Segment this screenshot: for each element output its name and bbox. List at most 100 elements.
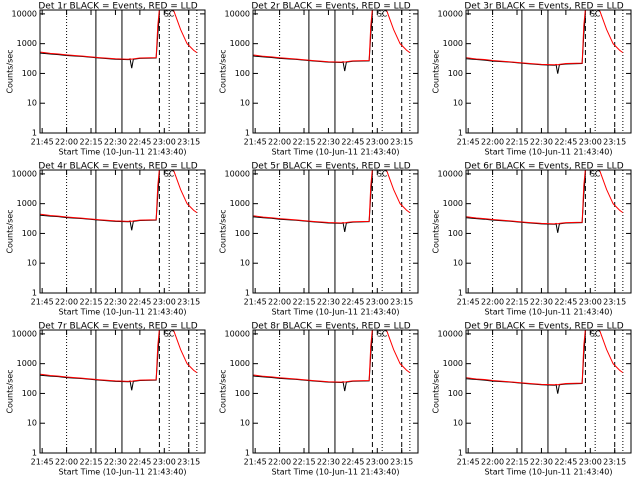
y-tick-label: 10000: [225, 169, 250, 178]
x-tick-label: 23:15: [390, 138, 413, 147]
x-tick-label: 21:45: [457, 298, 480, 307]
panel: Det 5r BLACK = Events, RED = LLD Counts/s…: [219, 162, 419, 317]
plot-frame: [465, 9, 632, 134]
x-tick-label: 23:15: [390, 458, 413, 467]
series-line: [253, 170, 411, 224]
x-tick-label: 22:15: [292, 458, 315, 467]
y-tick-label: 1000: [443, 39, 463, 48]
plot-frame: [252, 329, 419, 454]
x-tick-label: 22:30: [530, 298, 553, 307]
x-tick-label: 22:45: [341, 458, 364, 467]
annotation: SC: [164, 170, 175, 179]
x-tick-label: 22:30: [530, 138, 553, 147]
y-tick-label: 1: [245, 289, 250, 298]
y-tick-label: 100: [235, 69, 250, 78]
y-tick-label: 1: [458, 449, 463, 458]
annotation: SC: [164, 330, 175, 339]
x-tick-label: 21:45: [244, 138, 267, 147]
x-tick-label: 22:00: [481, 458, 504, 467]
y-axis-label: Counts/sec: [432, 209, 441, 253]
panel: Det 6r BLACK = Events, RED = LLD Counts/s…: [432, 162, 632, 317]
x-tick-label: 22:30: [317, 458, 340, 467]
y-tick-label: 1000: [17, 359, 37, 368]
panel: Det 1r BLACK = Events, RED = LLD Counts/s…: [6, 2, 206, 157]
x-tick-label: 22:00: [481, 298, 504, 307]
y-tick-label: 10: [240, 99, 250, 108]
y-tick-label: 10: [240, 259, 250, 268]
x-tick-label: 23:00: [579, 138, 602, 147]
x-tick-label: 23:00: [153, 298, 176, 307]
y-tick-label: 100: [448, 389, 463, 398]
y-tick-label: 1000: [17, 199, 37, 208]
y-tick-label: 1: [32, 129, 37, 138]
series-line: [253, 10, 411, 63]
annotation: SC: [590, 170, 601, 179]
panel: Det 8r BLACK = Events, RED = LLD Counts/s…: [219, 322, 419, 477]
x-axis-label: Start Time (10-Jun-11 21:43:40): [272, 308, 400, 317]
y-axis-label: Counts/sec: [219, 369, 228, 413]
x-tick-label: 22:00: [55, 138, 78, 147]
series-line: [253, 330, 411, 383]
x-tick-label: 22:30: [104, 298, 127, 307]
x-tick-label: 23:00: [153, 458, 176, 467]
y-axis-label: Counts/sec: [6, 369, 15, 413]
x-axis-label: Start Time (10-Jun-11 21:43:40): [272, 148, 400, 157]
x-axis-label: Start Time (10-Jun-11 21:43:40): [59, 308, 187, 317]
x-tick-label: 22:00: [268, 298, 291, 307]
x-tick-label: 23:00: [366, 458, 389, 467]
y-axis-label: Counts/sec: [219, 209, 228, 253]
x-axis-label: Start Time (10-Jun-11 21:43:40): [485, 468, 613, 477]
plot-frame: [252, 169, 419, 294]
annotation: SC: [377, 330, 388, 339]
x-tick-label: 22:00: [55, 298, 78, 307]
chart-title: Det 9r BLACK = Events, RED = LLD: [464, 322, 623, 332]
panel: Det 3r BLACK = Events, RED = LLD Counts/s…: [432, 2, 632, 157]
x-tick-label: 22:15: [79, 138, 102, 147]
y-axis-label: Counts/sec: [6, 49, 15, 93]
annotation: SC: [590, 330, 601, 339]
chart-title: Det 8r BLACK = Events, RED = LLD: [251, 322, 410, 332]
y-tick-label: 1: [32, 289, 37, 298]
chart-title: Det 2r BLACK = Events, RED = LLD: [251, 2, 410, 12]
x-tick-label: 23:15: [177, 298, 200, 307]
x-tick-label: 22:30: [530, 458, 553, 467]
y-tick-label: 10000: [438, 169, 463, 178]
x-tick-label: 23:00: [579, 458, 602, 467]
x-tick-label: 22:45: [341, 138, 364, 147]
x-tick-label: 22:30: [104, 138, 127, 147]
plot-frame: [39, 329, 206, 454]
x-axis-label: Start Time (10-Jun-11 21:43:40): [272, 468, 400, 477]
y-tick-label: 1000: [443, 359, 463, 368]
y-tick-label: 10000: [12, 9, 37, 18]
series-line: [466, 170, 624, 225]
y-tick-label: 100: [235, 389, 250, 398]
x-tick-label: 23:15: [603, 458, 626, 467]
x-tick-label: 22:15: [79, 458, 102, 467]
plot-frame: [39, 9, 206, 134]
x-tick-label: 22:30: [317, 138, 340, 147]
y-tick-label: 10: [27, 259, 37, 268]
x-tick-label: 22:15: [505, 298, 528, 307]
y-axis-label: Counts/sec: [432, 369, 441, 413]
x-tick-label: 22:15: [292, 138, 315, 147]
panel: Det 7r BLACK = Events, RED = LLD Counts/s…: [6, 322, 206, 477]
x-tick-label: 23:00: [366, 138, 389, 147]
y-tick-label: 100: [448, 229, 463, 238]
chart-title: Det 5r BLACK = Events, RED = LLD: [251, 162, 410, 172]
x-tick-label: 22:45: [128, 298, 151, 307]
annotation: SC: [377, 10, 388, 19]
annotation: SC: [590, 10, 601, 19]
y-tick-label: 1: [245, 129, 250, 138]
x-tick-label: 22:00: [481, 138, 504, 147]
x-tick-label: 21:45: [31, 458, 54, 467]
series-line: [40, 170, 198, 222]
plot-frame: [465, 169, 632, 294]
y-tick-label: 1: [458, 129, 463, 138]
annotation: SC: [377, 170, 388, 179]
x-tick-label: 22:30: [104, 458, 127, 467]
x-tick-label: 22:45: [128, 138, 151, 147]
plot-frame: [252, 9, 419, 134]
y-tick-label: 100: [22, 69, 37, 78]
series-line: [466, 10, 624, 66]
